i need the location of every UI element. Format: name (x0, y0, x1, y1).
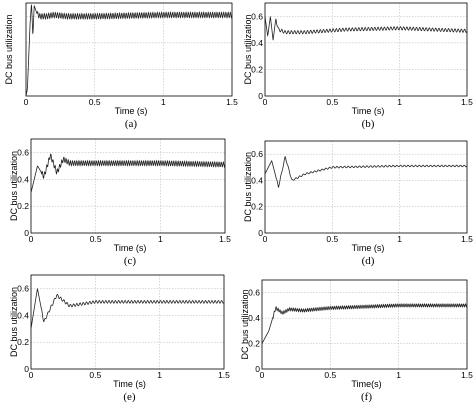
x-axis-label: Time (s) (352, 106, 385, 116)
y-axis-label: DC bus utilization (243, 14, 253, 84)
x-tick-label: 1.5 (461, 234, 473, 244)
y-tick-label: 0.6 (17, 283, 29, 293)
x-tick-label: 1 (397, 234, 402, 244)
panel-caption: (a) (125, 118, 138, 130)
y-axis-label: DC bus utilization (243, 152, 253, 222)
panel-caption: (d) (362, 255, 375, 267)
series-line (30, 287, 225, 329)
panel-2: 0 0.5 1 1.5 0 0.2 0.4 0.6 Time (s) DC bus utiliza… (9, 138, 231, 267)
plot-frame (264, 2, 468, 97)
panel-4: 0 0.5 1 1.5 0 0.2 0.4 0.6 Time (s) DC bus utiliza… (9, 274, 230, 403)
panel-caption: (c) (124, 255, 137, 267)
series-line (30, 153, 226, 193)
panel-caption: (f) (361, 391, 372, 403)
plot-frame (30, 138, 226, 234)
x-tick-label: 1 (396, 370, 401, 380)
x-tick-label: 1 (161, 97, 166, 107)
plot-frame (264, 140, 468, 234)
x-tick-label: 1 (158, 234, 163, 244)
x-tick-label: 0.5 (90, 234, 102, 244)
x-axis-label: Time (s) (113, 379, 146, 389)
x-axis-label: Time(s) (351, 379, 381, 389)
x-tick-label: 1.5 (218, 370, 230, 380)
y-tick-label: 0.2 (248, 339, 260, 349)
y-axis-label: DC bus utilization (9, 151, 19, 221)
panel-3: 0 0.5 1 1.5 0 0.2 0.4 0.6 Time (s) DC bus utiliza… (243, 140, 473, 267)
x-tick-label: 0.5 (326, 234, 338, 244)
x-tick-label: 1 (397, 97, 402, 107)
series-line (25, 4, 233, 97)
plot-frame (261, 279, 468, 370)
y-tick-label: 0.6 (17, 147, 29, 157)
x-tick-label: 0 (263, 234, 268, 244)
x-tick-label: 0 (29, 234, 34, 244)
y-axis-label: DC bus utilization (4, 14, 14, 84)
x-axis-label: Time (s) (115, 106, 148, 116)
x-axis-label: Time (s) (114, 243, 147, 253)
panel-caption: (b) (362, 118, 375, 130)
y-tick-label: 0.2 (17, 337, 29, 347)
y-tick-label: 0.4 (17, 174, 29, 184)
y-tick-label: 0.4 (251, 175, 263, 185)
y-tick-label: 0 (255, 364, 260, 374)
y-tick-label: 0 (24, 228, 29, 238)
y-tick-label: 0.4 (251, 38, 263, 48)
panel-0: 0 0.5 1 1.5 Time (s) DC bus utilization (a) (4, 2, 238, 130)
plot-frame (30, 274, 225, 370)
panel-caption: (e) (123, 391, 136, 403)
y-tick-label: 0.6 (251, 11, 263, 21)
y-tick-label: 0.2 (251, 64, 263, 74)
x-tick-label: 0 (29, 370, 34, 380)
plot-frame (25, 2, 233, 97)
y-tick-label: 0 (24, 364, 29, 374)
x-tick-label: 1.5 (461, 370, 473, 380)
series-line (261, 302, 468, 344)
x-tick-label: 0.5 (326, 97, 338, 107)
y-tick-label: 0 (258, 228, 263, 238)
panel-1: 0 0.5 1 1.5 0 0.2 0.4 0.6 Time (s) DC bus utiliza… (243, 2, 473, 130)
y-tick-label: 0 (258, 91, 263, 101)
y-axis-label: DC bus utilization (240, 289, 250, 359)
x-tick-label: 1.5 (219, 234, 231, 244)
x-tick-label: 1 (157, 370, 162, 380)
x-tick-label: 0.5 (89, 370, 101, 380)
y-axis-label: DC bus utilization (9, 287, 19, 357)
x-tick-label: 0 (260, 370, 265, 380)
x-axis-label: Time (s) (352, 243, 385, 253)
x-tick-label: 0.5 (324, 370, 336, 380)
y-tick-label: 0.6 (251, 149, 263, 159)
x-tick-label: 1.5 (461, 97, 473, 107)
x-tick-label: 0 (263, 97, 268, 107)
y-tick-label: 0.2 (251, 202, 263, 212)
y-tick-label: 0.2 (17, 201, 29, 211)
x-tick-label: 0 (24, 97, 29, 107)
series-line (264, 156, 468, 189)
x-tick-label: 1.5 (226, 97, 238, 107)
y-tick-label: 0.4 (248, 313, 260, 323)
x-tick-label: 0.5 (89, 97, 101, 107)
series-line (264, 15, 468, 41)
panel-5: 0 0.5 1 1.5 0 0.2 0.4 0.6 Time(s) DC bus utilizat… (240, 279, 473, 403)
y-tick-label: 0.6 (248, 288, 260, 298)
y-tick-label: 0.4 (17, 310, 29, 320)
